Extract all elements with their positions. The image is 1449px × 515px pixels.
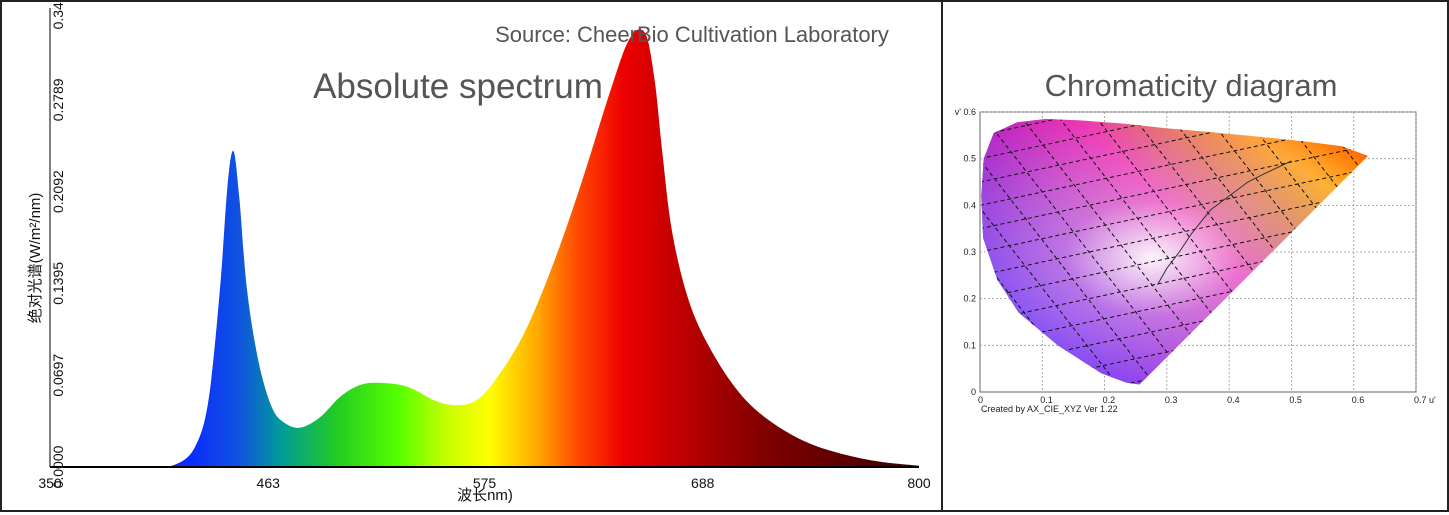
source-note: Source: CheerBio Cultivation Laboratory — [495, 22, 889, 47]
x-axis-label: 波长nm) — [457, 487, 513, 504]
isotemp-line — [1315, 119, 1369, 385]
spectrum-panel: 350 463 575 688 800 0.0000 0.0697 0.1395 0.2092… — [0, 0, 943, 512]
isotemp-line — [981, 119, 1124, 385]
v-tick-label: 0.5 — [963, 154, 976, 164]
x-tick-label: 800 — [907, 475, 931, 491]
v-tick-label: v' 0.6 — [955, 107, 976, 117]
y-tick-label: 0.2789 — [50, 78, 66, 121]
v-tick-label: 0.2 — [963, 294, 976, 304]
isotemp-line — [981, 134, 1369, 230]
u-tick-label: 0.6 — [1352, 395, 1365, 405]
u-tick-label: 0.2 — [1103, 395, 1116, 405]
isotemp-line — [981, 119, 1162, 385]
chromaticity-footer: Created by AX_CIE_XYZ Ver 1.22 — [981, 404, 1118, 414]
planckian-locus — [1157, 160, 1292, 285]
u-tick-label: 0.4 — [1227, 395, 1240, 405]
spectrum-title: Absolute spectrum — [313, 67, 603, 106]
y-tick-label: 0.1395 — [50, 262, 66, 305]
y-tick-label: 0.0000 — [50, 445, 66, 488]
y-tick-label: 0.3487 — [50, 2, 66, 29]
u-tick-label: 0.1 — [1040, 395, 1053, 405]
u-tick-label: 0.5 — [1289, 395, 1302, 405]
chromaticity-panel: Chromaticity diagram 0 0.1 0.2 0.3 0.4 0.5 0.6… — [941, 0, 1449, 512]
x-tick-label: 575 — [473, 475, 497, 491]
x-tick-label: 688 — [691, 475, 715, 491]
spectrum-chart: 350 463 575 688 800 0.0000 0.0697 0.1395 0.2092… — [27, 0, 931, 504]
isotemp-line — [981, 158, 1369, 253]
v-tick-label: 0.1 — [963, 340, 976, 350]
chromaticity-title: Chromaticity diagram — [1045, 68, 1338, 103]
isotemp-line — [981, 368, 1369, 385]
u-tick-label: 0 — [978, 395, 983, 405]
u-tick-label: 0.3 — [1165, 395, 1178, 405]
isotemp-line — [1278, 119, 1369, 385]
u-tick-label: 0.7 u' — [1414, 395, 1436, 405]
spectrum-area — [50, 29, 919, 468]
v-tick-label: 0 — [971, 387, 976, 397]
v-tick-label: 0.3 — [963, 247, 976, 257]
y-tick-label: 0.0697 — [50, 354, 66, 397]
chromaticity-chart: Chromaticity diagram 0 0.1 0.2 0.3 0.4 0.5 0.6… — [955, 68, 1436, 414]
isotemp-line — [981, 119, 1199, 385]
y-tick-label: 0.2092 — [50, 170, 66, 213]
v-tick-label: 0.4 — [963, 200, 976, 210]
y-axis-label: 绝对光谱(W/m²/nm) — [27, 193, 44, 324]
x-tick-label: 463 — [257, 475, 281, 491]
x-tick-label: 350 — [38, 475, 62, 491]
